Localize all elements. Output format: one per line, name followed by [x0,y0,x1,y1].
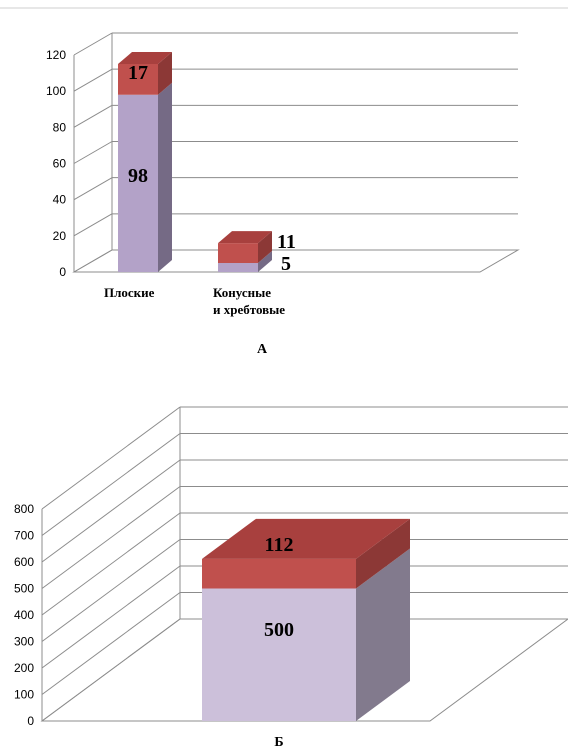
side-wall-gridline [41,565,181,669]
y-tick-label: 400 [14,608,34,622]
data-label: 11 [277,231,296,253]
chart-a-caption: А [257,342,268,357]
side-wall-gridline [41,512,181,616]
category-label: Конусные [213,285,271,300]
y-tick-label: 700 [14,529,34,543]
category-label: и хребтовые [213,302,285,317]
y-tick-label: 100 [14,688,34,702]
side-wall-gridline [73,213,113,237]
bar-segment-top [202,518,410,559]
y-tick-label: 60 [53,157,67,171]
data-label: 98 [128,165,148,187]
y-tick-label: 0 [59,265,66,279]
y-tick-label: 800 [14,502,34,516]
bar-segment-top [118,52,172,65]
y-tick-label: 600 [14,555,34,569]
bar-segment-front [218,243,258,263]
bar-segment-front [118,64,158,95]
bar-segment-front [218,262,258,272]
bar-segment-side [158,82,172,273]
data-label: 112 [265,534,294,556]
side-wall-gridline [73,141,113,164]
category-label: Плоские [104,285,155,300]
chart-b-caption: Б [274,735,283,750]
bar-segment-front [202,558,356,589]
y-tick-label: 0 [27,714,34,728]
side-wall-gridline [73,68,113,92]
bar-segment-side [158,52,172,95]
data-label: 500 [264,619,294,641]
side-wall-gridline [73,177,113,201]
y-tick-label: 80 [53,120,67,134]
side-wall-gridline [41,433,181,536]
y-tick-label: 40 [53,193,67,207]
bar-segment-front [118,94,158,273]
bar-segment-side [356,548,410,721]
bar-segment-side [356,518,410,589]
side-wall-gridline [41,406,181,510]
y-tick-label: 100 [46,84,66,98]
side-wall-gridline [73,104,113,128]
side-wall-gridline [73,249,113,273]
side-wall-gridline [41,486,181,589]
bar-segment-front [202,588,356,721]
bar-segment-side [258,250,272,272]
side-wall-gridline [41,539,181,642]
side-wall-gridline [73,32,113,56]
bar-segment-top [218,231,272,244]
data-label: 17 [128,62,148,84]
y-tick-label: 200 [14,661,34,675]
y-tick-label: 20 [53,229,67,243]
side-wall-gridline [41,592,181,695]
chart-a: 0 20 40 60 80 100 120 98 17 Плоские 511 Конусные и х… [46,32,520,317]
data-label: 5 [281,253,291,275]
y-tick-label: 300 [14,635,34,649]
side-wall-gridline [41,459,181,563]
bar-segment-side [258,231,272,263]
chart-b: 0 100 200 300 400 500 600 700 800 500 112 [14,406,568,728]
side-wall-gridline [41,618,181,722]
y-tick-label: 120 [46,48,66,62]
y-tick-label: 500 [14,582,34,596]
